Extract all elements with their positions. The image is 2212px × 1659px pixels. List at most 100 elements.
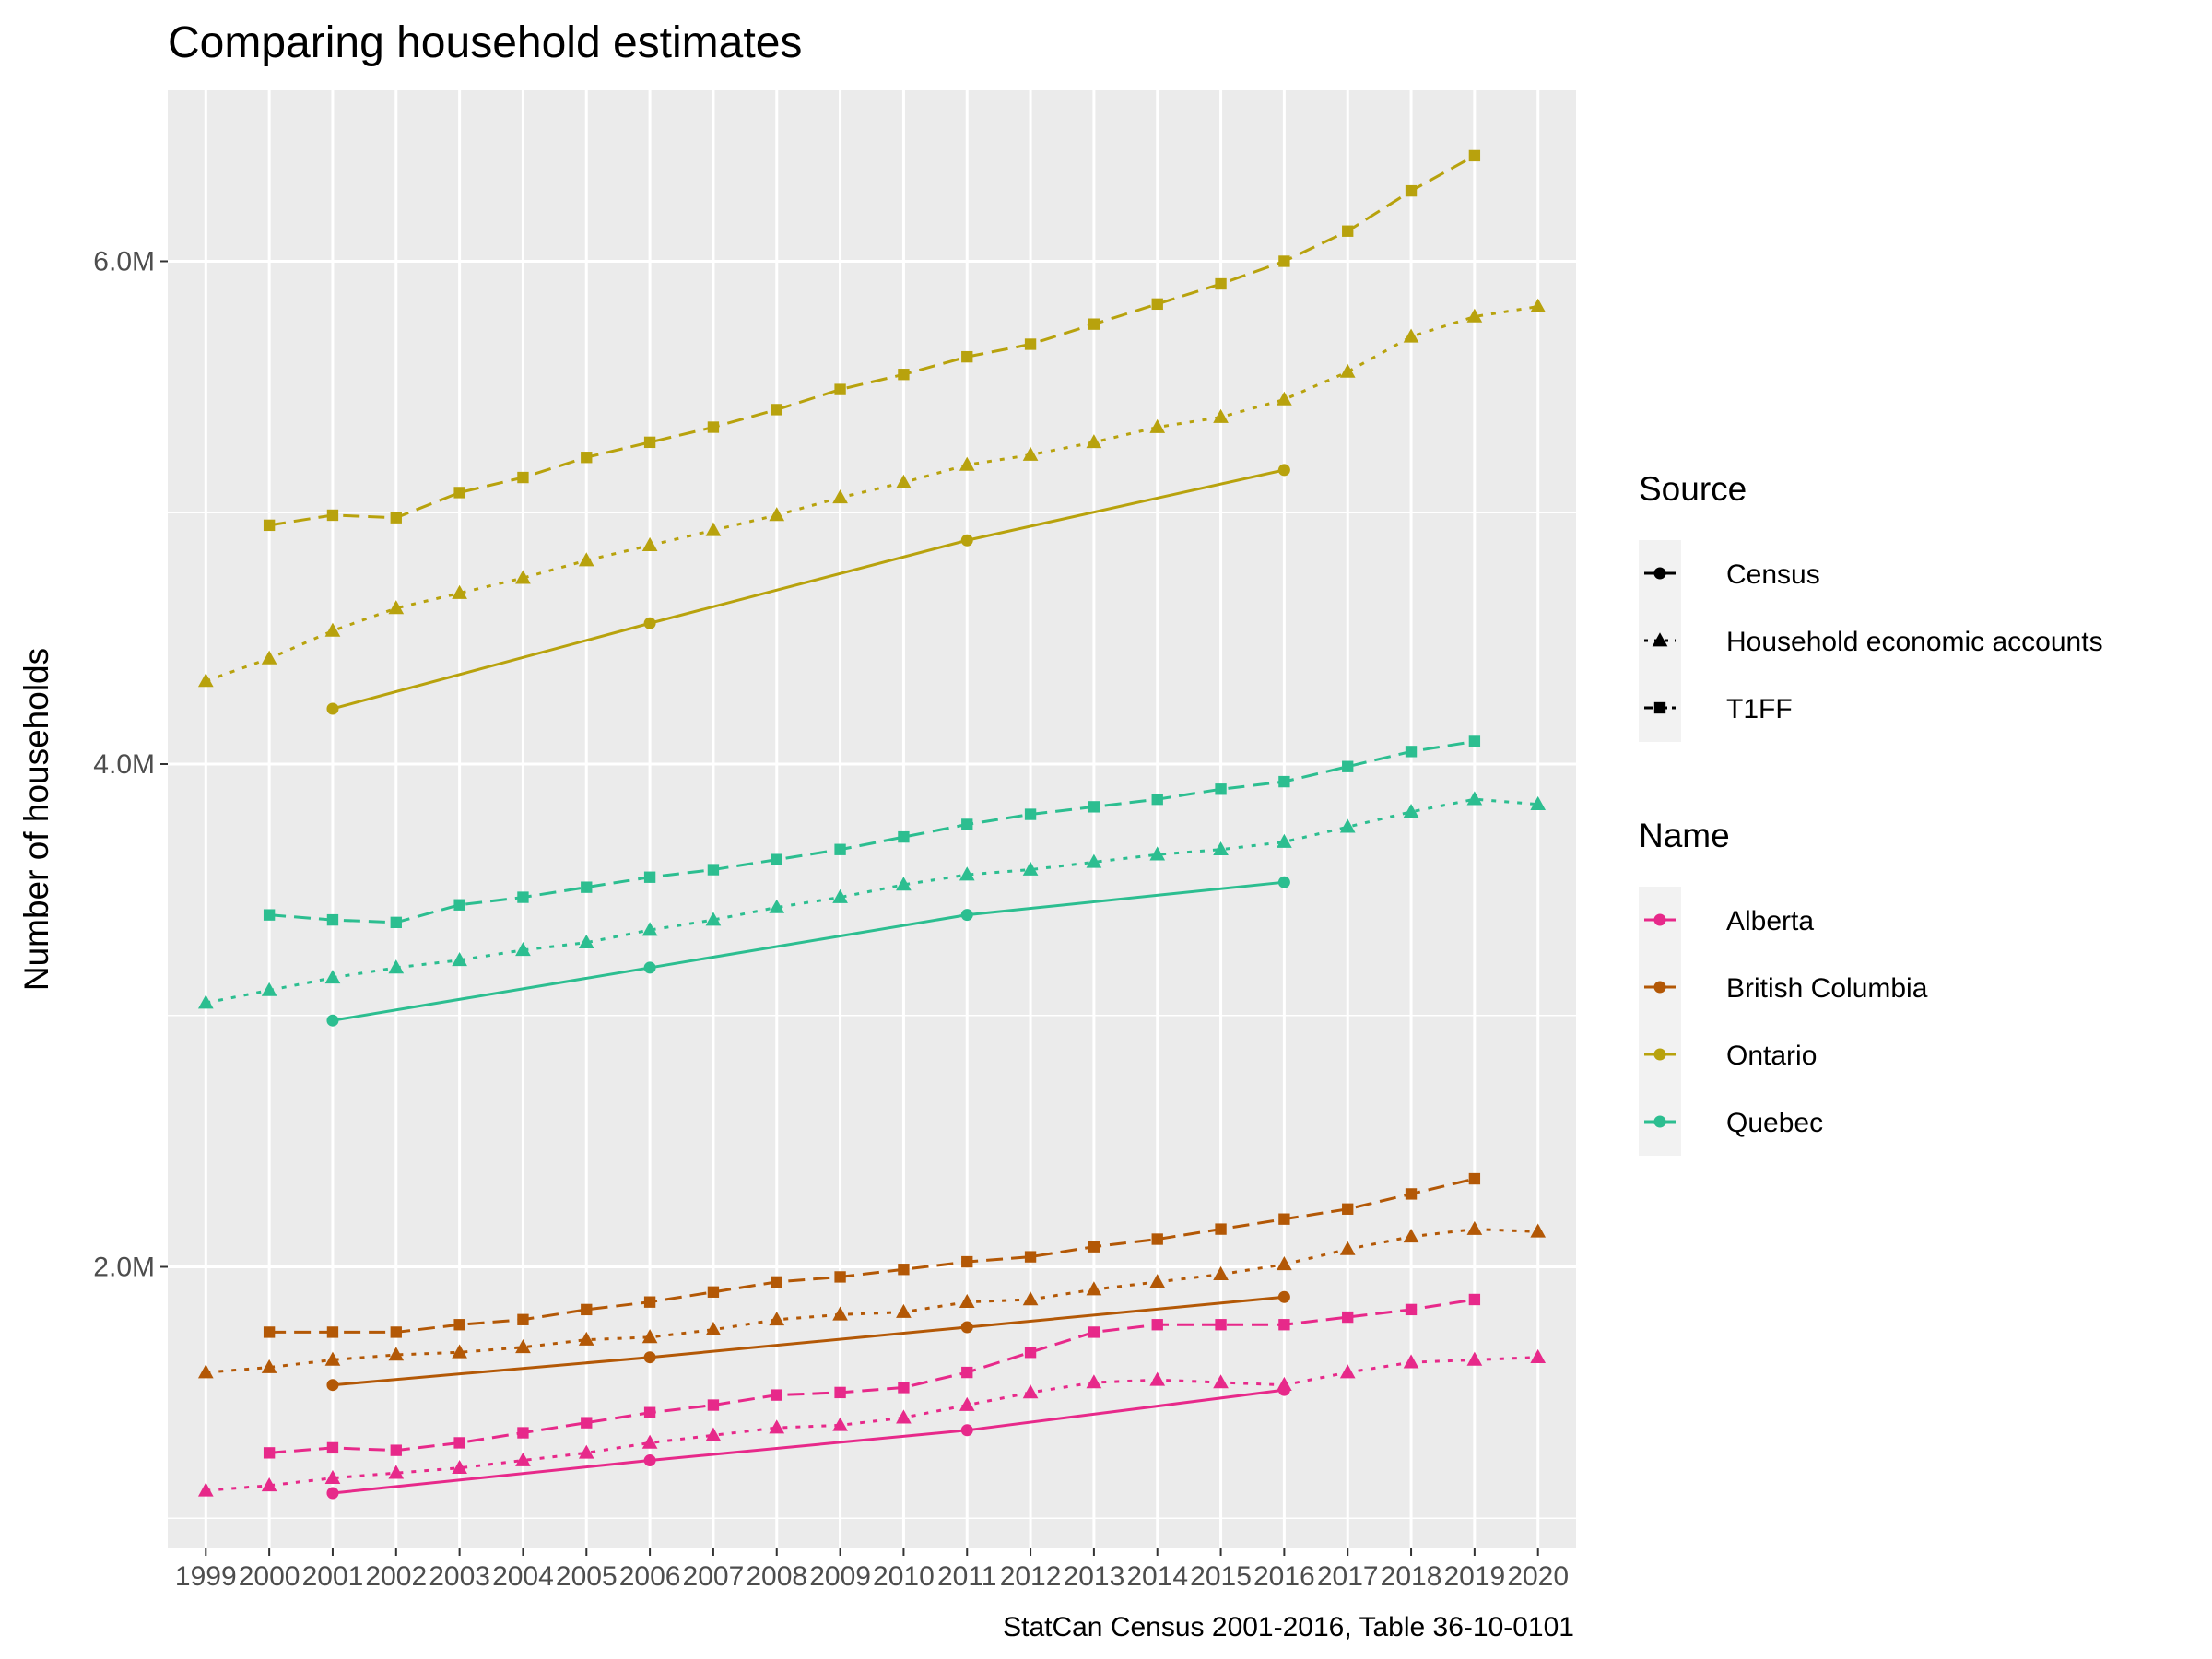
data-point <box>452 584 467 599</box>
data-point <box>263 909 276 921</box>
data-point <box>705 522 722 536</box>
legend-label: T1FF <box>1726 694 1793 724</box>
data-point <box>1405 184 1418 197</box>
data-point <box>581 1303 593 1316</box>
data-point <box>960 1424 973 1437</box>
legend-key <box>1644 913 1676 926</box>
data-point <box>1278 255 1290 267</box>
data-point <box>643 1351 656 1364</box>
data-point <box>324 1351 341 1366</box>
data-point <box>961 1255 973 1268</box>
legend-key-marker <box>1653 567 1666 580</box>
data-point <box>1403 804 1419 818</box>
data-point <box>1022 861 1039 876</box>
data-point <box>517 891 529 903</box>
legend: Source Census Household economic accounts T… <box>1639 470 2103 1156</box>
x-tick-label: 1999 <box>175 1561 237 1592</box>
data-point <box>707 421 720 433</box>
data-point <box>1405 1188 1418 1200</box>
data-point <box>641 1434 658 1449</box>
data-point <box>197 994 214 1009</box>
data-point <box>326 1487 339 1500</box>
x-tick-label: 2019 <box>1443 1561 1505 1592</box>
data-point <box>326 509 339 522</box>
x-tick-label: 2007 <box>683 1561 745 1592</box>
data-point <box>1405 1303 1418 1316</box>
x-tick-label: 2000 <box>239 1561 300 1592</box>
data-point <box>960 909 973 922</box>
data-point <box>1405 746 1418 758</box>
series-quebec-census <box>326 876 1290 1027</box>
data-point <box>261 1477 277 1492</box>
data-point <box>1277 1256 1292 1271</box>
data-point <box>452 1344 467 1359</box>
data-point <box>771 1276 782 1288</box>
data-point <box>898 830 910 843</box>
data-point <box>898 1264 910 1276</box>
series-quebec-household-economic-accounts <box>197 791 1547 1009</box>
data-point <box>581 881 593 893</box>
data-point <box>1149 846 1166 861</box>
data-point <box>961 818 973 830</box>
data-point <box>705 912 722 926</box>
data-point <box>452 1459 467 1475</box>
data-point <box>578 934 594 948</box>
x-axis: 1999 2000 2001 2002 2003 2004 2005 2006 2007 2008… <box>175 1548 1569 1592</box>
data-point <box>1024 1347 1037 1359</box>
data-point <box>263 519 276 532</box>
data-point <box>581 1417 593 1429</box>
data-point <box>1403 1229 1419 1243</box>
data-point <box>896 1303 912 1318</box>
data-point <box>390 1326 402 1338</box>
data-point <box>705 1427 722 1441</box>
data-point <box>705 1321 722 1336</box>
data-point <box>1086 1374 1102 1389</box>
data-point <box>643 961 656 974</box>
data-point <box>707 1399 720 1411</box>
legend-key-marker <box>1653 1048 1666 1061</box>
series-line <box>332 880 1285 1022</box>
data-point <box>1277 876 1290 888</box>
series-line <box>206 1228 1538 1374</box>
minor-gridlines <box>168 512 1576 1520</box>
data-point <box>959 456 975 471</box>
x-tick-label: 2012 <box>1000 1561 1062 1592</box>
data-point <box>1277 1376 1292 1392</box>
plot-panel <box>168 90 1576 1548</box>
data-point <box>515 942 531 957</box>
data-point <box>388 600 405 615</box>
data-point <box>769 899 785 913</box>
data-point <box>1088 1241 1100 1253</box>
data-point <box>1278 1319 1290 1331</box>
x-tick-label: 2002 <box>365 1561 427 1592</box>
data-point <box>1088 318 1100 330</box>
data-point <box>771 853 782 865</box>
data-point <box>898 369 910 381</box>
y-tick-label: 6.0M <box>93 246 155 276</box>
legend-label: Household economic accounts <box>1726 627 2103 657</box>
data-point <box>261 1359 277 1373</box>
x-tick-label: 2009 <box>809 1561 871 1592</box>
x-tick-label: 2020 <box>1507 1561 1569 1592</box>
series-line <box>332 1388 1285 1495</box>
data-point <box>643 617 656 629</box>
data-point <box>452 951 467 967</box>
legend-key <box>1644 632 1676 647</box>
data-point <box>643 1296 656 1308</box>
data-point <box>388 1465 405 1479</box>
series-line <box>269 739 1476 924</box>
data-point <box>1466 308 1483 323</box>
data-point <box>1277 833 1292 848</box>
legend-key-marker <box>1653 1115 1666 1128</box>
series-layer <box>197 149 1547 1500</box>
data-point <box>1468 149 1481 162</box>
series-british-columbia-t1ff <box>263 1172 1481 1338</box>
data-point <box>961 1366 973 1379</box>
data-point <box>1151 298 1163 311</box>
data-point <box>1149 1274 1166 1288</box>
series-line <box>206 797 1538 1005</box>
data-point <box>898 1382 910 1394</box>
data-point <box>771 1389 782 1401</box>
data-point <box>197 673 214 688</box>
